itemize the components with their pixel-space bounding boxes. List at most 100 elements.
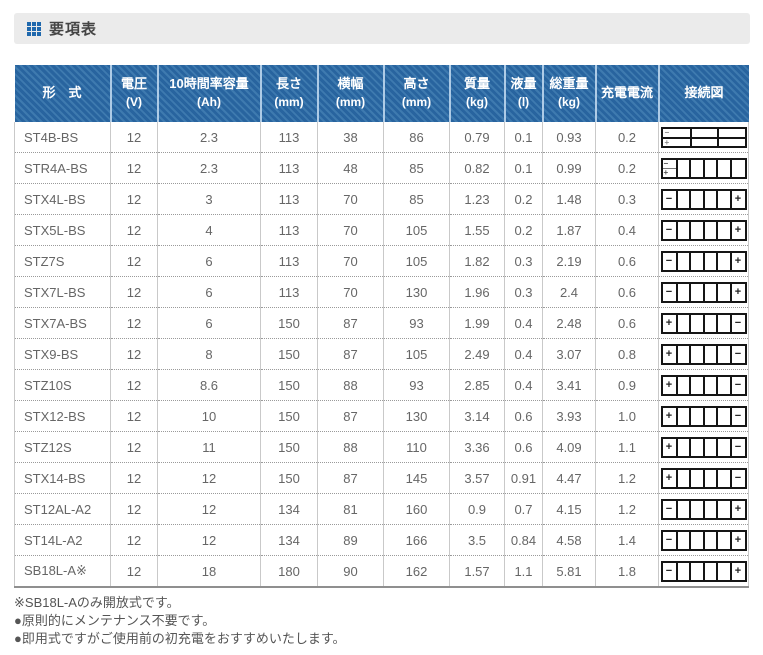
cell-mass: 3.36 xyxy=(449,431,505,463)
cell-liquid: 0.6 xyxy=(504,431,543,463)
cell-length: 134 xyxy=(260,493,318,525)
cell-diagram: + − xyxy=(658,400,749,432)
cell-model: ST12AL-A2 xyxy=(14,493,111,525)
cell-length: 113 xyxy=(260,183,318,215)
cell-total_weight: 4.15 xyxy=(542,493,596,525)
cell-mass: 3.5 xyxy=(449,524,505,556)
cell-diagram: + − xyxy=(658,462,749,494)
table-row: STX4L-BS 12 3 113 70 85 1.23 0.2 1.48 0.3− + xyxy=(14,183,749,215)
header-cell-liquid: 液量 (l) xyxy=(504,65,544,122)
cell-charge_current: 1.0 xyxy=(595,400,659,432)
header-cell-total_weight: 総重量 (kg) xyxy=(542,65,597,122)
cell-capacity: 12 xyxy=(157,493,261,525)
cell-length: 113 xyxy=(260,245,318,277)
cell-total_weight: 5.81 xyxy=(542,555,596,588)
connection-diagram: + − xyxy=(660,374,747,396)
footnotes: ※SB18L-Aのみ開放式です。 ●原則的にメンテナンス不要です。 ●即用式です… xyxy=(14,594,748,648)
cell-charge_current: 0.6 xyxy=(595,276,659,308)
cell-voltage: 12 xyxy=(110,431,158,463)
cell-charge_current: 1.1 xyxy=(595,431,659,463)
cell-diagram: − + xyxy=(658,245,749,277)
grid-icon xyxy=(27,21,41,36)
header-cell-capacity: 10時間率容量 (Ah) xyxy=(157,65,262,122)
cell-model: STZ12S xyxy=(14,431,111,463)
cell-capacity: 4 xyxy=(157,214,261,246)
cell-model: STZ7S xyxy=(14,245,111,277)
cell-model: STX7A-BS xyxy=(14,307,111,339)
cell-mass: 3.57 xyxy=(449,462,505,494)
cell-voltage: 12 xyxy=(110,400,158,432)
cell-width: 70 xyxy=(317,245,384,277)
connection-diagram: + − xyxy=(660,312,747,334)
cell-diagram: − + xyxy=(658,555,749,588)
cell-model: STX5L-BS xyxy=(14,214,111,246)
cell-mass: 2.49 xyxy=(449,338,505,370)
cell-charge_current: 1.4 xyxy=(595,524,659,556)
cell-voltage: 12 xyxy=(110,276,158,308)
cell-capacity: 2.3 xyxy=(157,152,261,184)
cell-liquid: 0.2 xyxy=(504,214,543,246)
footnote-line: ※SB18L-Aのみ開放式です。 xyxy=(14,595,180,610)
cell-voltage: 12 xyxy=(110,555,158,588)
cell-height: 93 xyxy=(383,369,450,401)
cell-width: 87 xyxy=(317,462,384,494)
cell-width: 38 xyxy=(317,122,384,153)
table-row: STX7L-BS 12 6 113 70 130 1.96 0.3 2.4 0.6− + xyxy=(14,276,749,308)
table-row: STX5L-BS 12 4 113 70 105 1.55 0.2 1.87 0.4− + xyxy=(14,214,749,246)
cell-charge_current: 1.2 xyxy=(595,493,659,525)
table-row: ST12AL-A2 12 12 134 81 160 0.9 0.7 4.15 1.2− + xyxy=(14,493,749,525)
cell-width: 90 xyxy=(317,555,384,588)
cell-total_weight: 3.41 xyxy=(542,369,596,401)
header-cell-diagram: 接続図 xyxy=(658,65,749,122)
cell-charge_current: 1.8 xyxy=(595,555,659,588)
cell-mass: 1.96 xyxy=(449,276,505,308)
cell-voltage: 12 xyxy=(110,338,158,370)
cell-height: 162 xyxy=(383,555,450,588)
cell-width: 70 xyxy=(317,214,384,246)
cell-charge_current: 0.2 xyxy=(595,152,659,184)
cell-liquid: 0.4 xyxy=(504,338,543,370)
cell-capacity: 18 xyxy=(157,555,261,588)
table-row: STZ7S 12 6 113 70 105 1.82 0.3 2.19 0.6− + xyxy=(14,245,749,277)
cell-width: 89 xyxy=(317,524,384,556)
cell-total_weight: 4.09 xyxy=(542,431,596,463)
cell-diagram: + − xyxy=(658,338,749,370)
cell-length: 113 xyxy=(260,276,318,308)
cell-model: STR4A-BS xyxy=(14,152,111,184)
table-row: SB18L-A※ 12 18 180 90 162 1.57 1.1 5.81 1.8− + xyxy=(14,555,749,588)
connection-diagram: − + xyxy=(660,560,747,582)
cell-capacity: 8 xyxy=(157,338,261,370)
cell-length: 150 xyxy=(260,369,318,401)
spec-table-wrapper: 形 式電圧 (V) 10時間率容量 (Ah) 長さ (mm) 横幅 (mm) 高さ (mm) 質量(… xyxy=(14,65,749,588)
connection-diagram: + − xyxy=(660,343,747,365)
cell-capacity: 3 xyxy=(157,183,261,215)
cell-voltage: 12 xyxy=(110,369,158,401)
cell-liquid: 0.3 xyxy=(504,276,543,308)
cell-liquid: 0.2 xyxy=(504,183,543,215)
cell-width: 48 xyxy=(317,152,384,184)
cell-total_weight: 3.07 xyxy=(542,338,596,370)
cell-capacity: 8.6 xyxy=(157,369,261,401)
cell-charge_current: 0.3 xyxy=(595,183,659,215)
cell-length: 180 xyxy=(260,555,318,588)
header-cell-width: 横幅 (mm) xyxy=(317,65,385,122)
cell-diagram: − + xyxy=(658,183,749,215)
cell-voltage: 12 xyxy=(110,245,158,277)
cell-voltage: 12 xyxy=(110,462,158,494)
cell-charge_current: 1.2 xyxy=(595,462,659,494)
cell-mass: 0.82 xyxy=(449,152,505,184)
table-row: STX9-BS 12 8 150 87 105 2.49 0.4 3.07 0.8 + − xyxy=(14,338,749,370)
cell-diagram: + − xyxy=(658,431,749,463)
cell-length: 150 xyxy=(260,338,318,370)
cell-height: 85 xyxy=(383,152,450,184)
connection-diagram: + − xyxy=(660,467,747,489)
footnote-line: ●即用式ですがご使用前の初充電をおすすめいたします。 xyxy=(14,631,346,646)
table-row: STX12-BS 12 10 150 87 130 3.14 0.6 3.93 1.0 + − xyxy=(14,400,749,432)
cell-width: 88 xyxy=(317,369,384,401)
cell-height: 110 xyxy=(383,431,450,463)
header-cell-height: 高さ (mm) xyxy=(383,65,451,122)
cell-length: 134 xyxy=(260,524,318,556)
cell-model: SB18L-A※ xyxy=(14,555,111,588)
cell-liquid: 0.6 xyxy=(504,400,543,432)
cell-total_weight: 2.48 xyxy=(542,307,596,339)
